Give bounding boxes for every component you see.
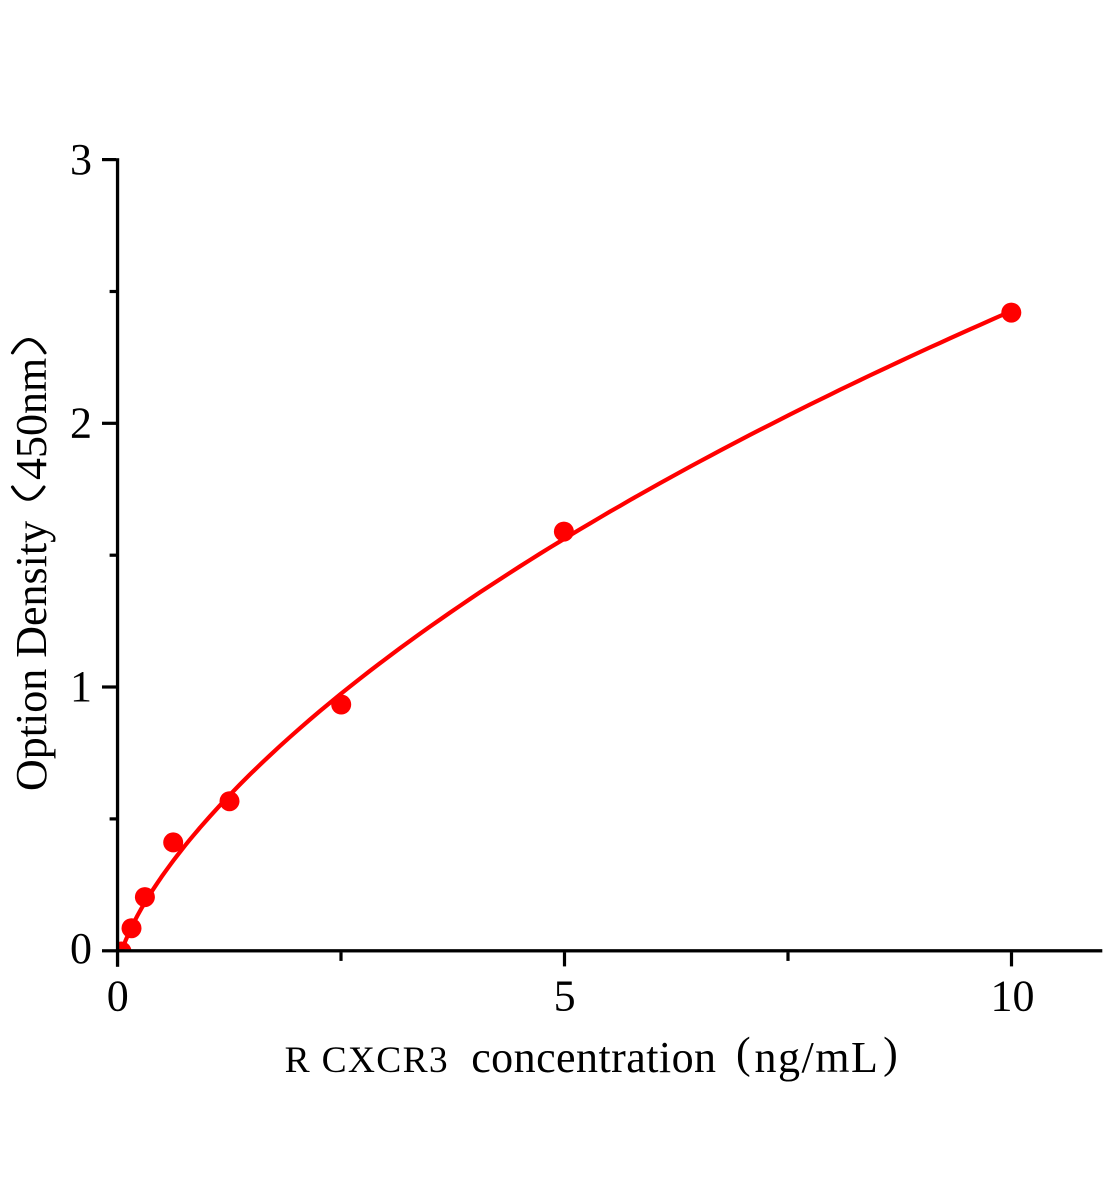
- svg-text:10: 10: [991, 971, 1035, 1020]
- svg-text:0: 0: [107, 971, 129, 1020]
- svg-text:3: 3: [70, 135, 92, 184]
- svg-text:450nm: 450nm: [7, 358, 56, 480]
- svg-text:0: 0: [70, 924, 92, 973]
- svg-text:1: 1: [70, 662, 92, 711]
- svg-text:2: 2: [70, 399, 92, 448]
- svg-text:ng/mL: ng/mL: [755, 1033, 880, 1082]
- svg-text:R CXCR3: R CXCR3: [285, 1040, 449, 1081]
- svg-text:): ): [883, 1029, 898, 1078]
- svg-text:(: (: [736, 1029, 751, 1078]
- svg-text:5: 5: [554, 971, 576, 1020]
- svg-text:concentration: concentration: [471, 1033, 716, 1082]
- svg-text:Option Density: Option Density: [7, 521, 56, 791]
